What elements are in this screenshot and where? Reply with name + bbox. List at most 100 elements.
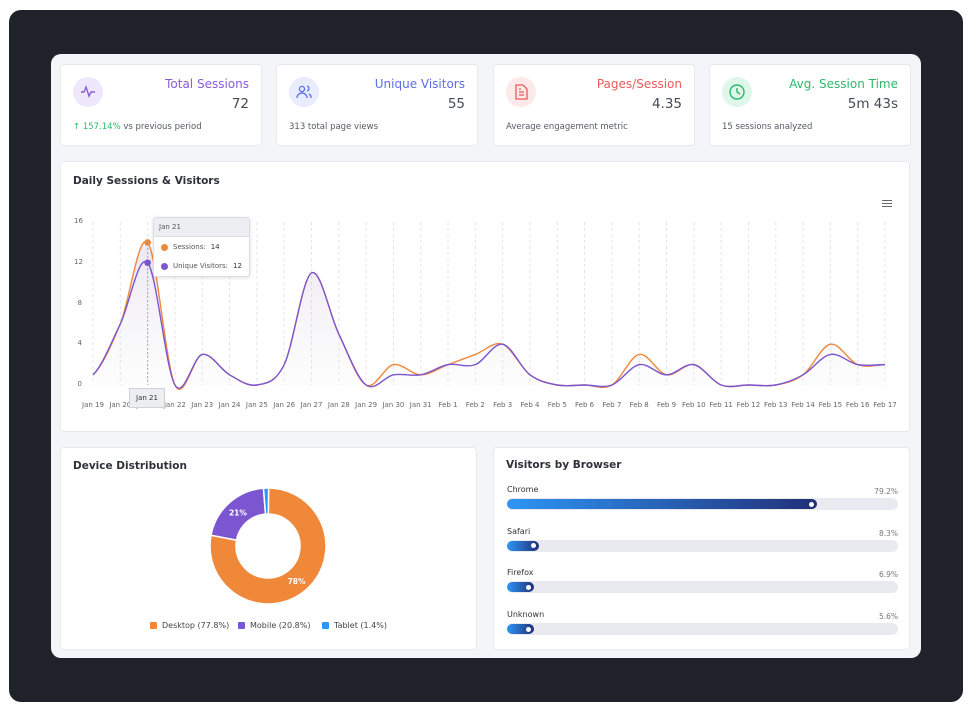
x-tick-label: Feb 1 (438, 401, 458, 409)
stat-value: 4.35 (651, 96, 682, 112)
browser-title: Visitors by Browser (506, 459, 622, 471)
browser-bar-track (507, 539, 898, 552)
stat-subtext-label: 313 total page views (289, 122, 378, 132)
y-tick-label: 8 (77, 298, 82, 307)
browser-label: Chrome (507, 485, 539, 494)
change-percent: ↑ 157.14% (73, 122, 121, 132)
legend-swatch-icon (322, 622, 329, 629)
x-tick-label: Jan 26 (273, 401, 296, 409)
x-tick-label: Jan 20 (109, 401, 132, 409)
stat-subtext: ↑ 157.14% vs previous period (73, 122, 202, 132)
users-icon (289, 77, 319, 107)
legend-item[interactable]: Tablet (1.4%) (322, 621, 387, 630)
x-tick-label: Feb 12 (736, 401, 761, 409)
chart-title: Daily Sessions & Visitors (73, 175, 220, 187)
x-tick-label: Jan 31 (409, 401, 432, 409)
tooltip-label: Sessions: (173, 243, 206, 251)
stat-value: 72 (231, 96, 249, 112)
stat-title: Total Sessions (165, 77, 249, 91)
browser-bar-track (507, 498, 898, 510)
legend-swatch-icon (150, 622, 157, 629)
x-tick-label: Feb 5 (547, 401, 567, 409)
stat-subtext-label: Average engagement metric (506, 122, 628, 132)
menu-icon[interactable] (882, 200, 892, 209)
sessions-dot-icon (161, 243, 168, 251)
x-tick-label: Jan 24 (218, 401, 241, 409)
browser-percent: 79.2% (874, 487, 898, 496)
x-tick-label: Feb 15 (818, 401, 843, 409)
x-tick-label: Feb 2 (465, 401, 485, 409)
stat-subtext: 15 sessions analyzed (722, 122, 812, 132)
x-tick-label: Jan 28 (327, 401, 350, 409)
tooltip-label: Unique Visitors: (173, 262, 228, 270)
visitors-line (92, 260, 886, 389)
x-tick-label: Jan 29 (355, 401, 378, 409)
x-tick-label: Jan 25 (245, 401, 268, 409)
stat-subtext: Average engagement metric (506, 122, 628, 132)
clock-icon (722, 77, 752, 107)
x-tick-label: Feb 10 (682, 401, 706, 409)
x-tick-label: Jan 23 (191, 401, 214, 409)
stat-value: 55 (447, 96, 465, 112)
hover-marker (144, 239, 151, 246)
y-tick-label: 16 (74, 217, 83, 225)
x-tick-label: Feb 16 (845, 401, 870, 409)
legend-swatch-icon (238, 622, 245, 629)
stat-card: Pages/Session 4.35 Average engagement me… (493, 64, 695, 146)
y-tick-label: 4 (77, 339, 82, 348)
x-tick-label: Feb 9 (656, 401, 677, 409)
stat-title: Unique Visitors (374, 77, 465, 91)
x-axis-tooltip: Jan 21 (129, 388, 165, 408)
browser-bar-track (507, 581, 898, 594)
hover-marker (144, 259, 151, 267)
stat-card: Unique Visitors 55 313 total page views (276, 64, 478, 146)
daily-chart-card: Daily Sessions & Visitors (60, 161, 910, 432)
x-tick-label: Feb 13 (763, 401, 788, 409)
browser-bar-fill (507, 499, 817, 509)
legend-label: Mobile (20.8%) (250, 621, 311, 630)
tooltip-value: 14 (210, 243, 220, 251)
stat-subtext-label: vs previous period (123, 122, 202, 132)
x-tick-label: Feb 11 (709, 401, 733, 409)
x-tick-label: Feb 7 (602, 401, 622, 409)
device-card: Device Distribution (60, 447, 477, 650)
device-title: Device Distribution (73, 460, 187, 472)
tooltip-value: 12 (233, 262, 242, 270)
x-tick-label: Feb 14 (791, 401, 815, 409)
x-tick-label: Feb 6 (575, 401, 595, 409)
activity-icon (73, 77, 103, 107)
browser-bar-track (507, 623, 898, 636)
x-tick-label: Jan 19 (82, 401, 104, 409)
browser-bar-fill (507, 624, 535, 635)
browser-percent: 5.6% (878, 612, 898, 622)
stat-title: Pages/Session (596, 77, 682, 91)
x-tick-label: Feb 8 (629, 401, 649, 409)
tooltip-date: Jan 21 (154, 218, 249, 237)
document-icon (506, 77, 536, 107)
x-tick-label: Jan 30 (382, 401, 405, 409)
x-tick-label: Jan 22 (163, 401, 186, 409)
area-fill (93, 241, 885, 390)
legend-label: Desktop (77.8%) (162, 621, 230, 630)
visitors-dot-icon (161, 262, 168, 270)
browser-bar-fill (507, 540, 540, 551)
stat-title: Avg. Session Time (789, 77, 898, 91)
browser-bar-fill (507, 582, 535, 593)
browser-label: Safari (507, 526, 531, 536)
legend-item[interactable]: Mobile (20.8%) (238, 621, 310, 630)
stat-card: Total Sessions 72 ↑ 157.14% vs previous … (60, 64, 262, 146)
browser-label: Unknown (507, 610, 545, 620)
stat-value: 5m 43s (847, 96, 898, 112)
browser-percent: 8.3% (878, 528, 898, 538)
stat-subtext: 313 total page views (289, 122, 378, 132)
x-tick-label: Feb 17 (873, 401, 897, 409)
browser-percent: 6.9% (878, 570, 898, 580)
x-tick-label: Jan 27 (300, 401, 323, 409)
chart-tooltip: Jan 21 Sessions: 14 Unique Visitors: 12 (153, 217, 250, 277)
y-tick-label: 0 (77, 380, 82, 388)
legend-label: Tablet (1.4%) (334, 621, 387, 630)
legend-item[interactable]: Desktop (77.8%) (150, 621, 229, 630)
x-tick-label: Feb 3 (493, 401, 513, 409)
stat-card: Avg. Session Time 5m 43s 15 sessions ana… (709, 64, 911, 146)
